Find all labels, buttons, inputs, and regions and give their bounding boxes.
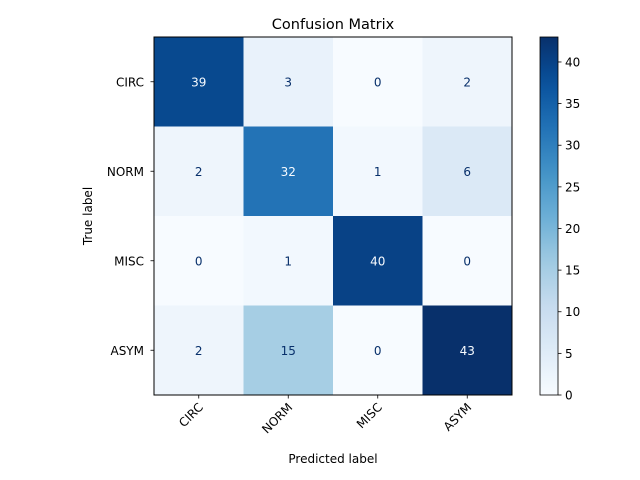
matrix-cell	[422, 305, 513, 396]
cell-value-label: 43	[460, 344, 475, 358]
colorbar-tick-label: 5	[565, 347, 573, 361]
y-tick-label: MISC	[114, 254, 144, 268]
cell-value-label: 0	[463, 254, 471, 268]
colorbar-tick-label: 0	[565, 389, 573, 403]
matrix-cell	[333, 216, 423, 306]
matrix-cell	[154, 216, 244, 306]
matrix-cell	[333, 305, 423, 396]
y-tick-label: CIRC	[116, 75, 144, 89]
matrix-cell	[243, 37, 334, 127]
cell-value-label: 40	[370, 254, 385, 268]
cell-value-label: 39	[191, 75, 206, 89]
colorbar-tick-label: 25	[565, 180, 580, 194]
cell-value-label: 3	[284, 75, 292, 89]
matrix-cell	[422, 37, 513, 127]
matrix-cell	[243, 216, 334, 306]
y-tick-label: NORM	[107, 165, 144, 179]
x-axis-ticks: CIRC NORM MISC ASYM	[176, 395, 474, 436]
cell-value-label: 0	[374, 75, 382, 89]
chart-title: Confusion Matrix	[272, 17, 395, 33]
matrix-cell	[333, 37, 423, 127]
matrix-cell	[154, 37, 244, 127]
axes-frame	[153, 36, 513, 396]
x-tick-label: NORM	[259, 400, 295, 436]
x-tick-label: MISC	[354, 400, 385, 431]
y-axis-ticks: CIRC NORM MISC ASYM	[107, 75, 154, 358]
matrix-cell	[154, 126, 244, 217]
colorbar-tick-label: 35	[565, 97, 580, 111]
matrix-cell	[243, 305, 334, 396]
cell-value-label: 2	[463, 75, 471, 89]
x-tick-label: ASYM	[441, 400, 475, 434]
matrix-cell	[422, 126, 513, 217]
colorbar-tick-label: 40	[565, 55, 580, 69]
cell-value-label: 1	[374, 165, 382, 179]
cell-value-label: 0	[374, 344, 382, 358]
matrix-cell	[333, 126, 423, 217]
matrix-cell	[243, 126, 334, 217]
colorbar-gradient	[539, 36, 559, 396]
cell-value-label: 1	[284, 254, 292, 268]
matrix-cell	[422, 216, 513, 306]
cell-value-label: 15	[281, 344, 296, 358]
matrix-cell	[154, 305, 244, 396]
cell-value-label: 2	[195, 165, 203, 179]
colorbar-tick-label: 10	[565, 305, 580, 319]
matrix-cells: 39 3 0 22 32 1 60 1 40 02 15 0 43	[154, 37, 513, 396]
colorbar-tick-label: 30	[565, 139, 580, 153]
colorbar-tick-label: 20	[565, 222, 580, 236]
cell-value-label: 6	[463, 165, 471, 179]
y-tick-label: ASYM	[110, 344, 144, 358]
cell-value-label: 0	[195, 254, 203, 268]
colorbar: 0 5 10 15 20 25 30 35 40	[539, 36, 580, 403]
colorbar-tick-label: 15	[565, 264, 580, 278]
x-tick-label: CIRC	[176, 400, 206, 430]
cell-value-label: 32	[281, 165, 296, 179]
cell-value-label: 2	[195, 344, 203, 358]
x-axis-label: Predicted label	[288, 452, 377, 466]
y-axis-label: True label	[81, 187, 95, 246]
